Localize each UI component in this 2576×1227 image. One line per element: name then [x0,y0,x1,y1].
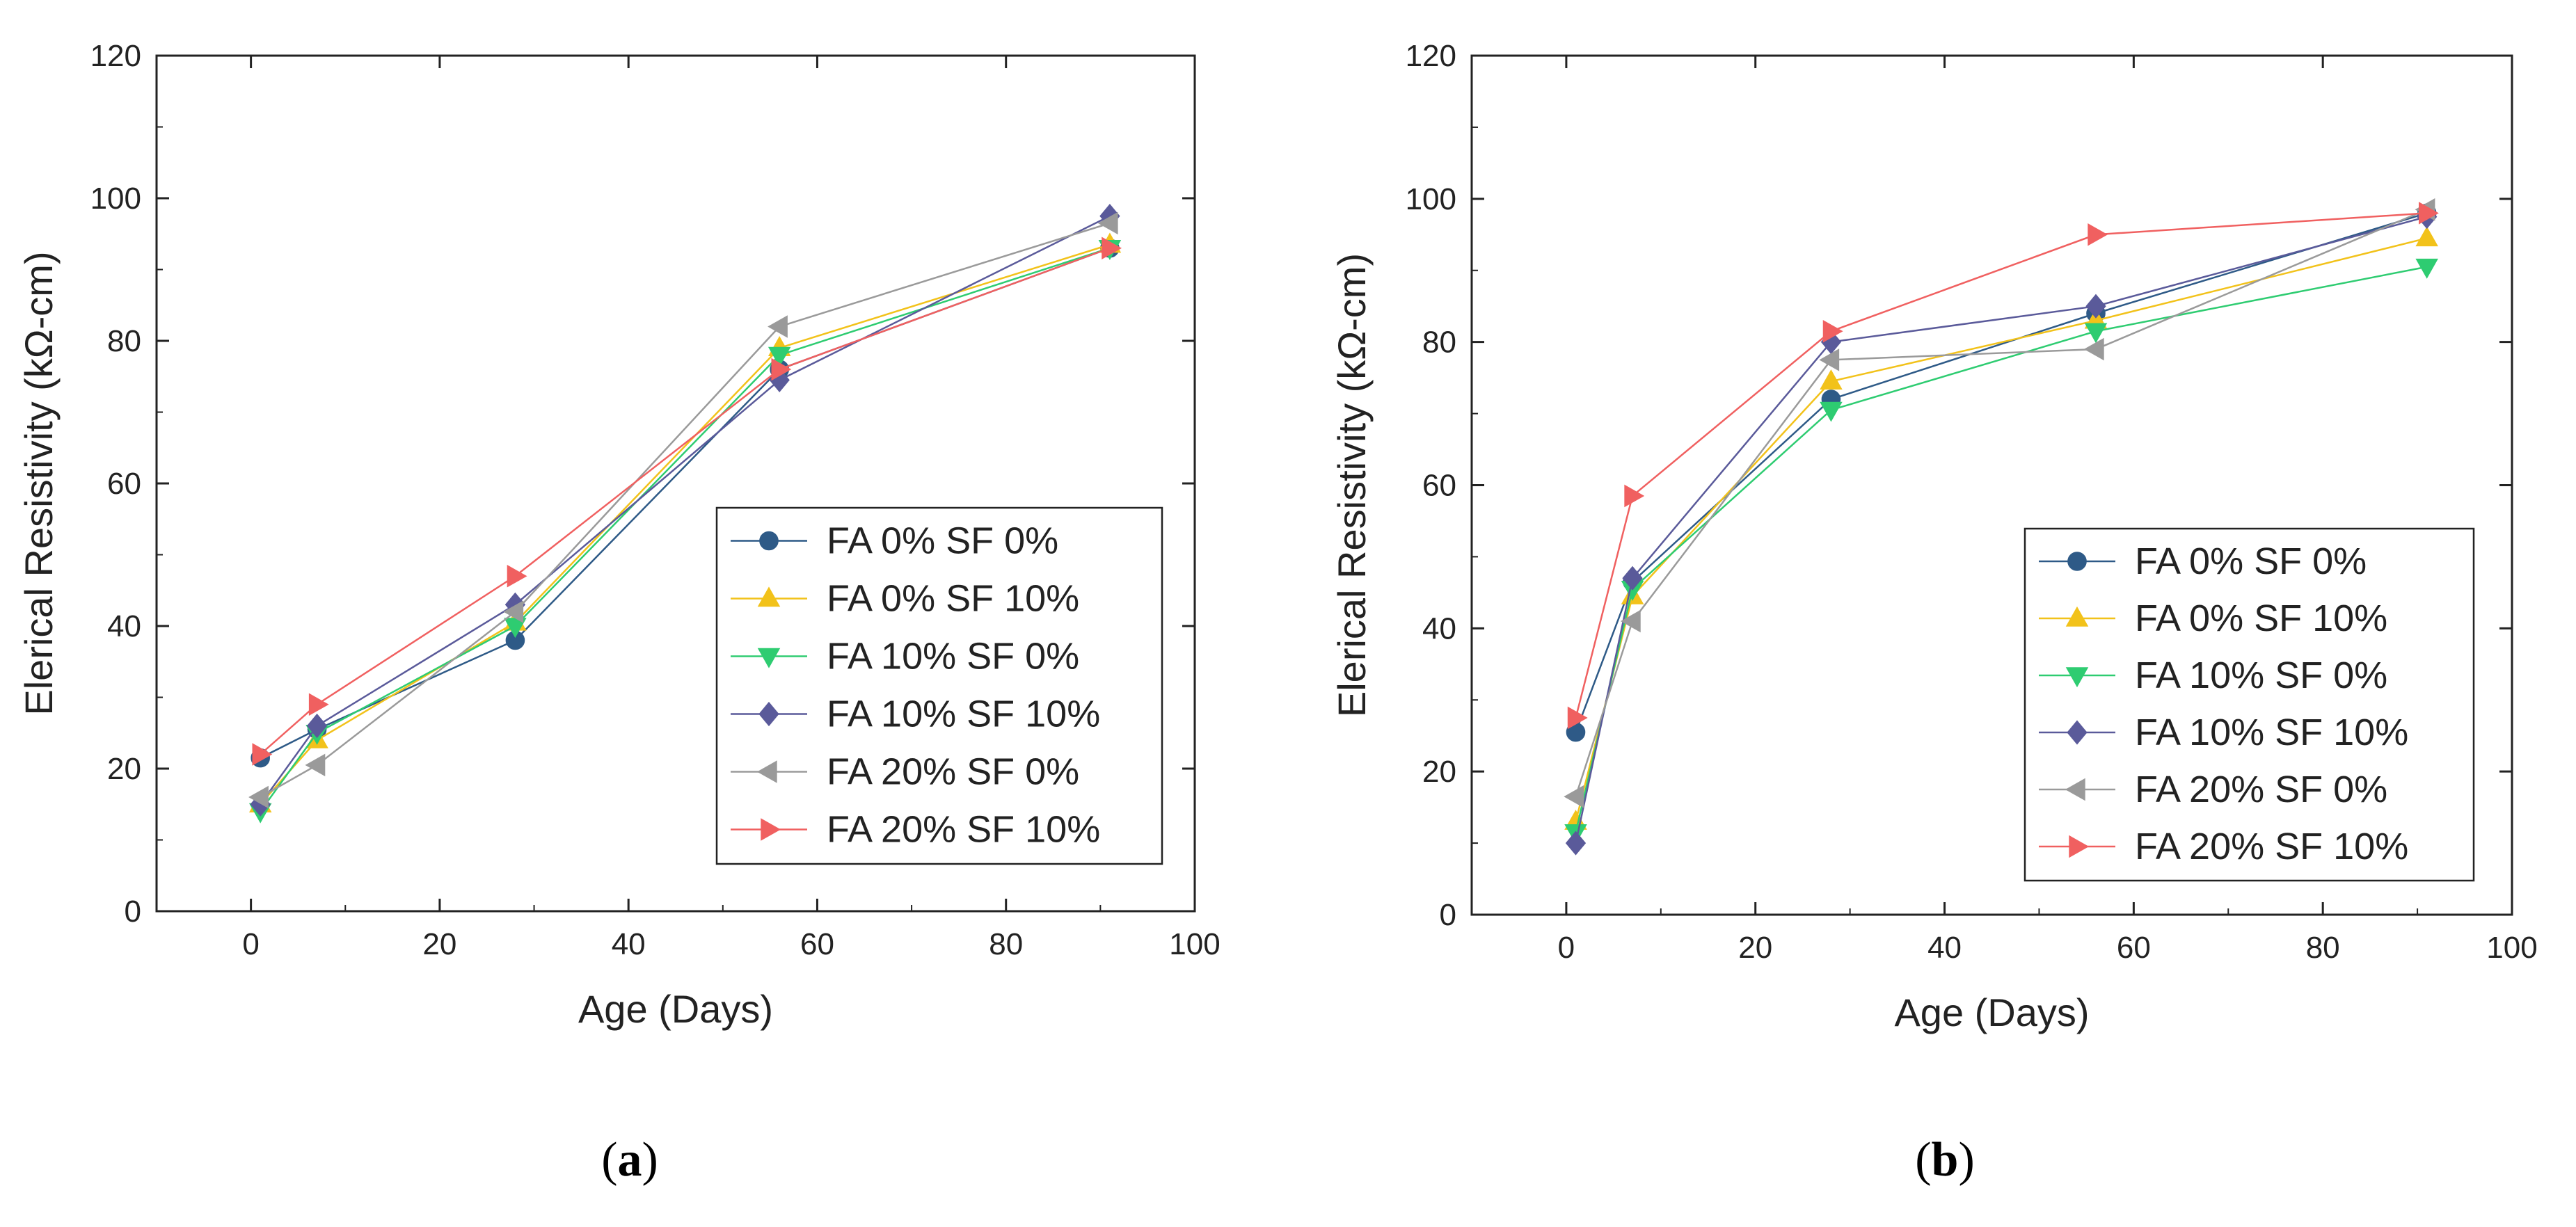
x-tick-label: 40 [1927,931,1962,965]
legend-marker [2065,606,2089,627]
y-tick-label: 0 [1440,898,1456,932]
legend-label: FA 0% SF 10% [2135,598,2387,639]
x-tick-label: 60 [800,927,834,961]
data-point [1622,566,1643,591]
x-tick-label: 20 [422,927,456,961]
x-tick-label: 60 [2117,931,2151,965]
data-point [248,785,269,809]
chart-panel-b: 0 20 40 60 80 100 0 20 40 60 80 100 120 Age (Days) Ele… [1330,39,2538,1187]
data-point [252,743,273,766]
x-axis-label: Age (Days) [1894,991,2089,1034]
series-fa-20-sf-10- [1567,202,2439,730]
data-point [2415,226,2438,247]
y-tick-label: 0 [125,895,141,929]
x-axis-label: Age (Days) [578,987,773,1031]
data-point [1820,401,1843,422]
x-tick-label: 0 [242,927,259,961]
legend-label: FA 0% SF 0% [827,520,1058,562]
x-tick-label: 0 [1558,931,1575,965]
legend-label: FA 10% SF 0% [2135,655,2387,696]
y-tick-label: 80 [107,324,141,358]
data-point [308,693,329,716]
data-point [1097,211,1118,235]
series-fa-20-sf-0- [1564,198,2435,808]
legend-marker [757,648,781,668]
legend-label: FA 20% SF 0% [2135,769,2387,810]
legend-label: FA 0% SF 0% [2135,540,2367,582]
legend: FA 0% SF 0% FA 0% SF 10% FA 10% SF 0% FA 10… [2024,527,2475,882]
legend-box [715,506,1163,865]
x-tick-label: 100 [1169,927,1220,961]
y-tick-label: 60 [107,467,141,501]
data-point [1820,369,1843,390]
data-point [1624,484,1645,508]
data-point [2083,337,2104,361]
data-point [1564,785,1584,808]
legend-label: FA 0% SF 10% [827,578,1079,620]
legend-marker [2067,720,2088,745]
legend-label: FA 20% SF 10% [2135,826,2408,867]
data-point [306,713,328,739]
data-point [1565,831,1587,856]
data-point [771,358,792,381]
y-tick-label: 40 [1422,611,1456,645]
legend-box [2024,527,2475,882]
data-point [2418,202,2439,225]
data-point [2088,223,2108,246]
data-point [1620,609,1641,633]
data-point [2084,323,2108,344]
x-tick-label: 20 [1738,931,1772,965]
y-tick-label: 100 [1406,182,1456,216]
data-point [768,346,791,367]
data-point [1822,319,1843,343]
legend-marker [759,531,779,551]
x-tick-label: 80 [2306,931,2340,965]
legend-marker [758,701,779,727]
legend-label: FA 10% SF 10% [827,693,1100,735]
legend-marker [761,818,781,841]
data-point [503,600,524,623]
y-tick-label: 40 [107,609,141,643]
data-point [1567,706,1588,730]
legend-marker [2065,667,2089,688]
chart-panel-a: 0 20 40 60 80 100 0 20 40 60 80 100 120 Age (Days) Ele… [17,39,1221,1187]
x-tick-label: 100 [2486,931,2537,965]
legend-marker [756,760,777,783]
y-axis-label: Elerical Resistivity (kΩ-cm) [17,251,61,715]
legend-label: FA 10% SF 0% [827,636,1079,677]
legend-marker [2067,552,2087,571]
legend-marker [2069,835,2090,858]
legend: FA 0% SF 0% FA 0% SF 10% FA 10% SF 0% FA 10… [715,506,1163,865]
y-tick-label: 120 [90,39,141,73]
panel-label: (a) [601,1133,658,1187]
data-point [305,753,326,777]
data-point [1102,236,1122,260]
y-tick-label: 120 [1406,39,1456,73]
y-tick-label: 80 [1422,326,1456,360]
data-point [768,315,788,338]
legend-label: FA 20% SF 0% [827,751,1079,793]
data-point [2085,294,2106,319]
y-tick-label: 100 [90,182,141,216]
y-tick-label: 20 [107,752,141,786]
y-tick-label: 20 [1422,755,1456,789]
legend-marker [757,586,781,607]
series-fa-20-sf-10- [252,236,1122,766]
panel-label: (b) [1915,1133,1975,1187]
data-point [507,564,527,588]
legend-marker [2065,778,2085,801]
x-tick-label: 40 [612,927,646,961]
data-point [2415,258,2438,279]
data-point [1819,348,1840,371]
legend-label: FA 10% SF 10% [2135,712,2408,753]
legend-label: FA 20% SF 10% [827,809,1100,851]
x-tick-label: 80 [989,927,1023,961]
y-axis-label: Elerical Resistivity (kΩ-cm) [1330,253,1374,717]
y-tick-label: 60 [1422,469,1456,503]
series-fa-20-sf-0- [248,211,1118,809]
